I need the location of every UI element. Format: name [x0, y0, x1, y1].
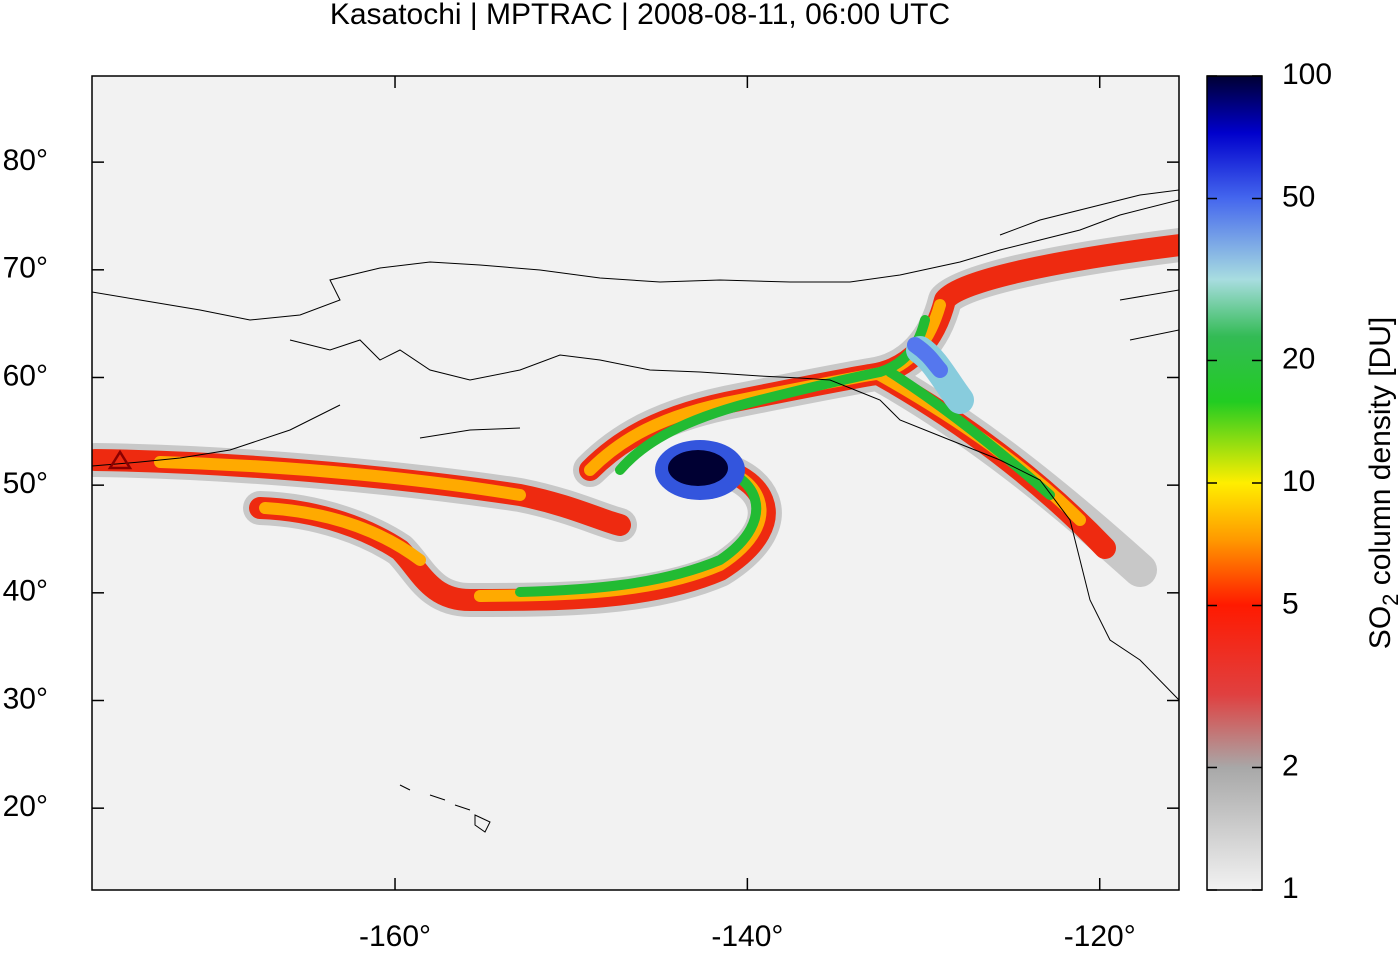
y-tick-label: 30°: [3, 682, 48, 715]
label-subscript: 2: [1378, 594, 1400, 606]
x-tick-label: -140°: [711, 920, 783, 950]
colorbar-tick-label: 100: [1282, 58, 1332, 91]
y-tick-label: 80°: [3, 144, 48, 177]
y-tick-label: 40°: [3, 575, 48, 608]
coastlines: [92, 189, 1179, 833]
colorbar-tick-label: 50: [1282, 180, 1315, 213]
colorbar-tick-label: 20: [1282, 342, 1315, 375]
x-tick-label: -160°: [359, 920, 431, 950]
colorbar-tick-label: 5: [1282, 587, 1299, 620]
y-tick-label: 60°: [3, 359, 48, 392]
volcano-marker: [107, 449, 133, 470]
colorbar-tick-label: 10: [1282, 465, 1315, 498]
colorbar-label: SO2 column density [DU]: [1364, 317, 1400, 649]
y-tick-label: 70°: [3, 252, 48, 285]
y-tick-label: 50°: [3, 467, 48, 500]
plume-layers: [92, 228, 1179, 617]
x-tick-label: -120°: [1064, 920, 1136, 950]
colorbar-tick-label: 1: [1282, 872, 1299, 905]
plume: [92, 189, 1179, 833]
plume-core-max: [668, 450, 728, 486]
y-tick-label: 20°: [3, 790, 48, 823]
label-part: column density [DU]: [1364, 317, 1397, 594]
colorbar-tick-label: 2: [1282, 749, 1299, 782]
map-frame: [91, 75, 1180, 891]
title: Kasatochi | MPTRAC | 2008-08-11, 06:00 U…: [330, 0, 950, 31]
label-part: SO: [1364, 606, 1397, 649]
